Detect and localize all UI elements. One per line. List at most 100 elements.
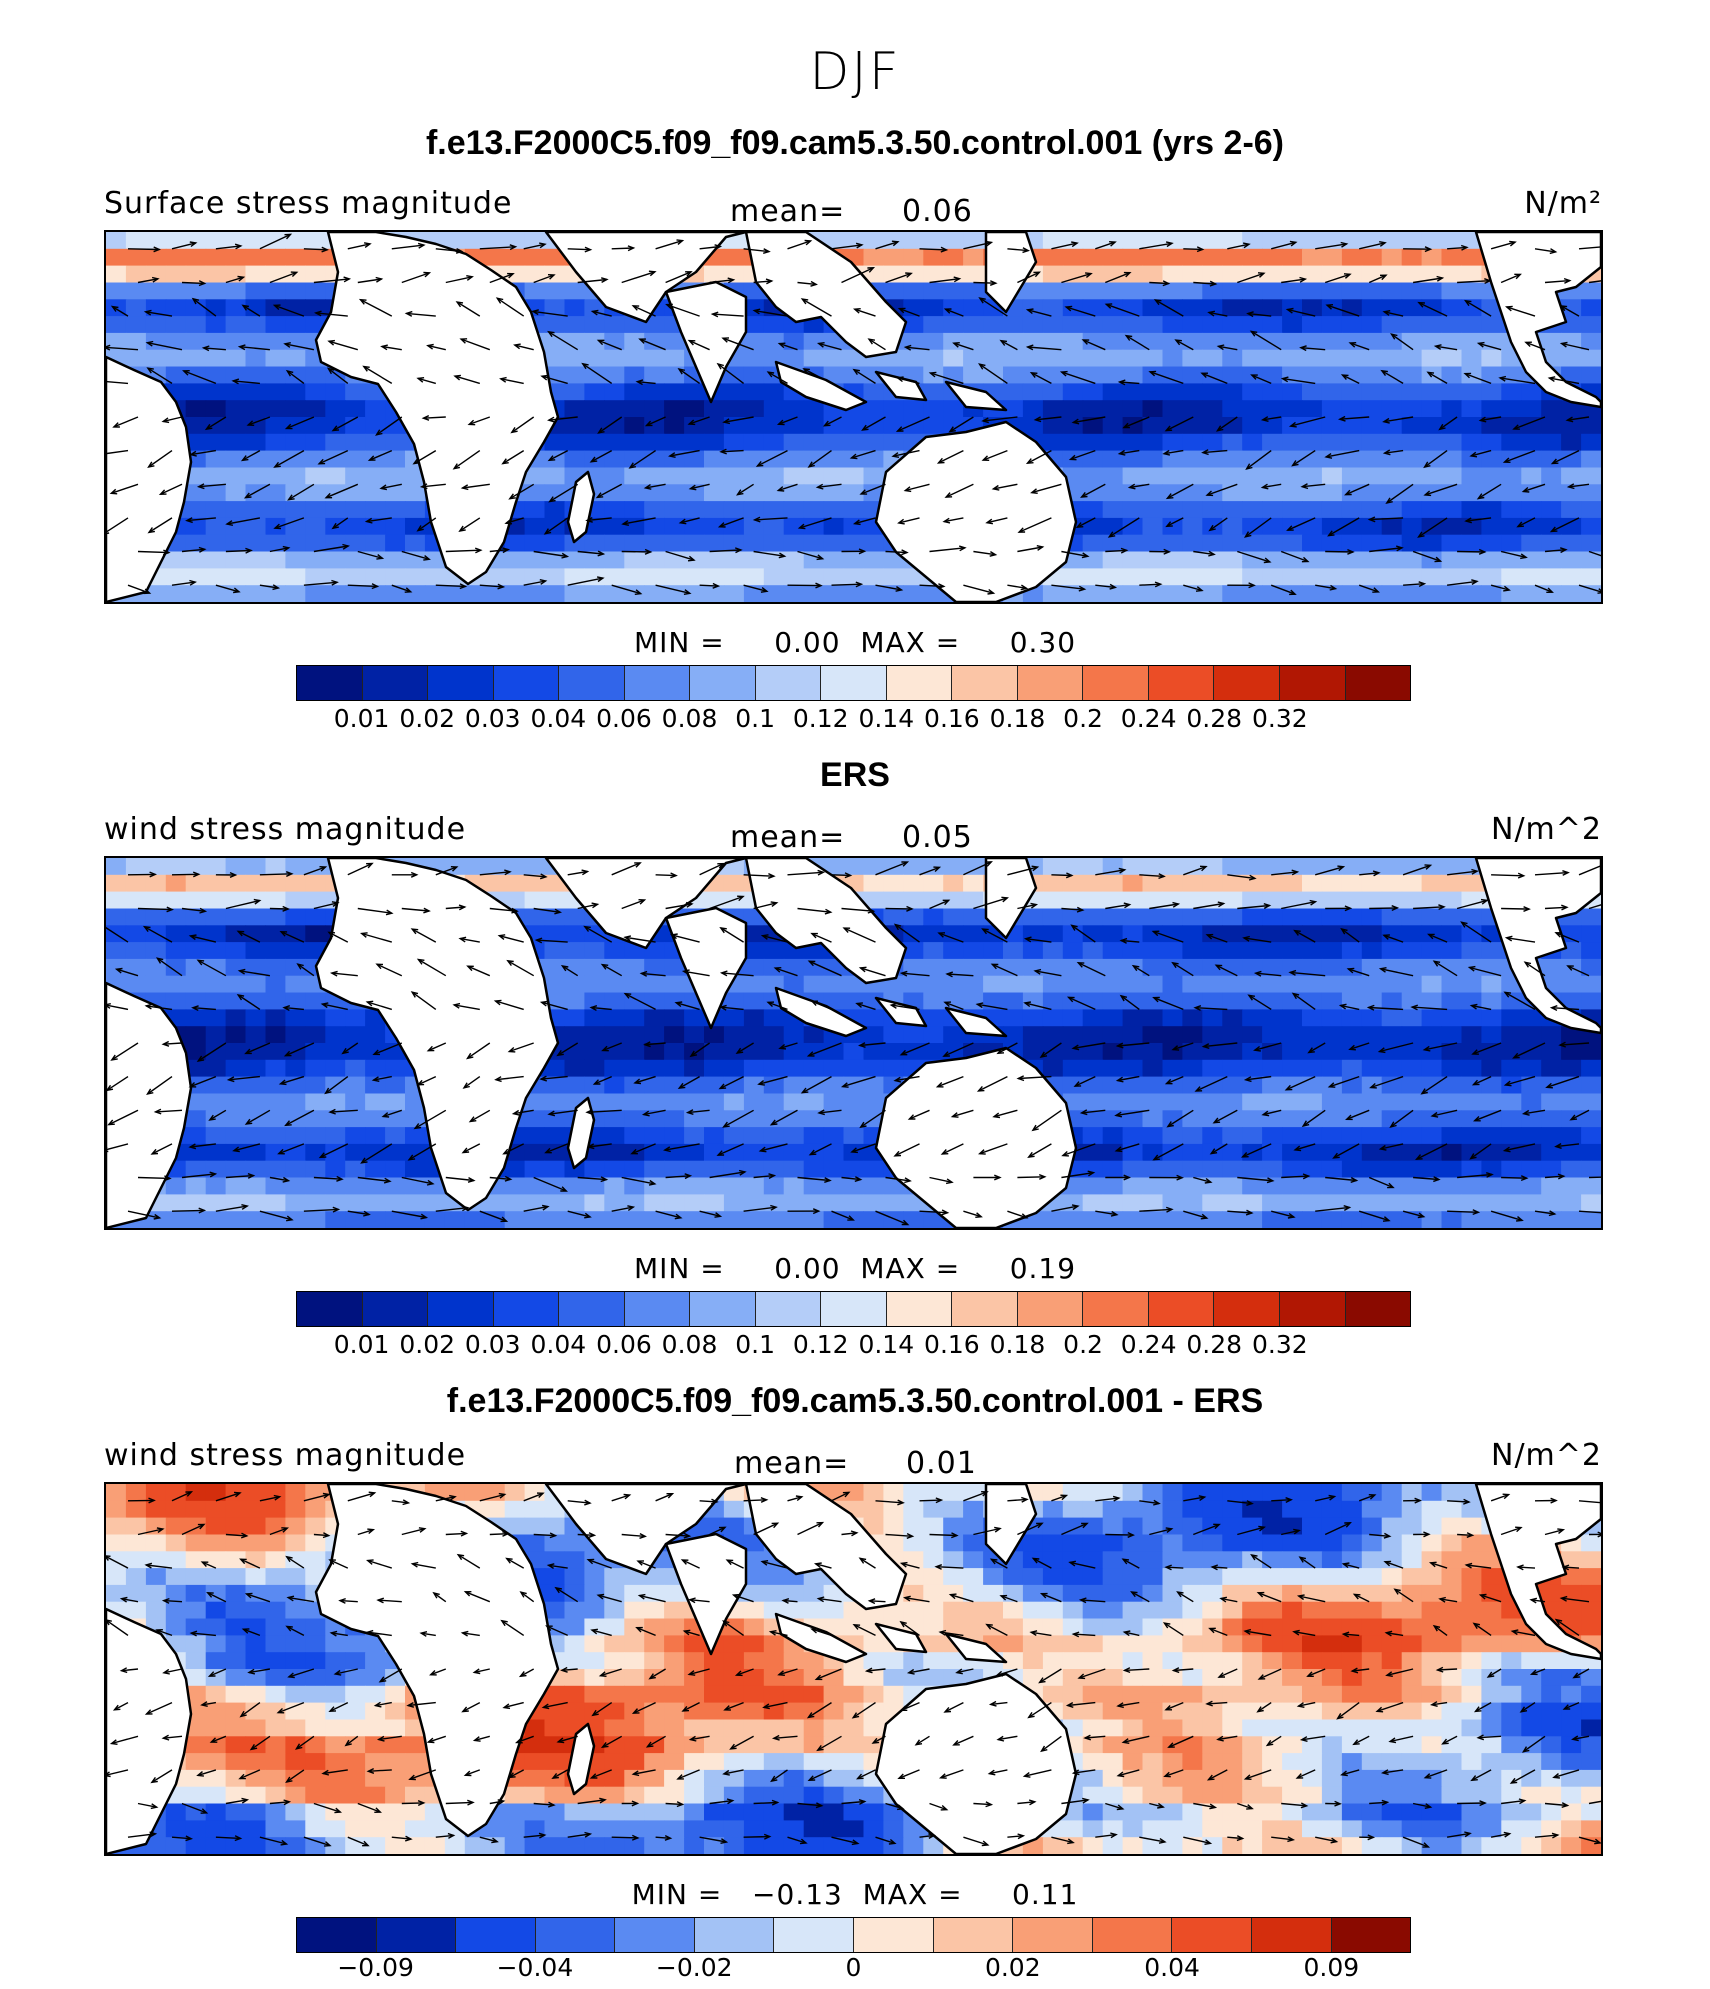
- field-cell: [1102, 1635, 1124, 1653]
- field-cell: [1022, 1009, 1044, 1027]
- field-cell: [1122, 232, 1144, 250]
- field-cell: [1222, 417, 1243, 435]
- wind-vector: [937, 932, 964, 943]
- field-cell: [1022, 282, 1044, 300]
- field-cell: [1461, 891, 1482, 909]
- wind-vector: [272, 304, 305, 317]
- field-cell: [1302, 1026, 1323, 1044]
- wind-vector: [891, 449, 920, 458]
- field-cell: [1302, 349, 1323, 368]
- wind-vector: [367, 449, 393, 461]
- wind-vector: [687, 339, 710, 351]
- field-cell: [1242, 551, 1263, 569]
- field-cell: [1162, 1160, 1183, 1179]
- field-cell: [524, 282, 546, 300]
- field-cell: [863, 568, 884, 586]
- field-cell: [205, 467, 227, 485]
- field-cell: [1541, 568, 1562, 586]
- field-cell: [345, 450, 366, 468]
- field-cell: [664, 568, 685, 586]
- field-cell: [1361, 417, 1383, 435]
- field-cell: [1242, 484, 1263, 502]
- field-cell: [624, 1160, 645, 1179]
- field-cell: [1022, 1043, 1044, 1061]
- field-cell: [1461, 400, 1482, 418]
- wind-vector: [459, 338, 491, 351]
- field-cell: [1421, 1568, 1443, 1586]
- field-cell: [1461, 316, 1482, 334]
- field-cell: [1242, 400, 1263, 418]
- field-cell: [1361, 467, 1383, 485]
- field-cell: [1222, 534, 1243, 553]
- field-cell: [245, 1500, 266, 1519]
- field-cell: [1321, 1009, 1343, 1027]
- field-cell: [1302, 874, 1323, 893]
- field-cell: [1102, 1127, 1124, 1145]
- wind-vector: [137, 549, 171, 556]
- field-cell: [1341, 925, 1363, 943]
- field-cell: [1222, 232, 1243, 250]
- wind-vector: [225, 275, 246, 284]
- field-cell: [305, 484, 326, 502]
- field-cell: [863, 484, 884, 502]
- wind-vector: [1578, 1210, 1601, 1214]
- wind-vector: [1237, 272, 1266, 284]
- field-cell: [1042, 1484, 1064, 1502]
- field-cell: [285, 858, 306, 876]
- field-cell: [723, 1127, 745, 1145]
- wind-vector: [668, 449, 700, 458]
- wind-vector: [1457, 278, 1492, 285]
- wind-vector: [885, 905, 914, 912]
- field-cell: [743, 517, 765, 536]
- field-cell: [1441, 232, 1462, 250]
- field-cell: [1082, 585, 1104, 602]
- field-cell: [1561, 1059, 1582, 1078]
- season-title: DJF: [809, 42, 901, 102]
- field-cell: [923, 1500, 944, 1519]
- wind-vector: [466, 965, 491, 977]
- field-cell: [1481, 1652, 1502, 1670]
- field-cell: [1262, 1618, 1283, 1636]
- wind-vector: [859, 483, 886, 495]
- field-cell: [165, 891, 187, 909]
- wind-vector: [161, 416, 183, 424]
- field-cell: [1461, 1194, 1482, 1212]
- field-cell: [1122, 1211, 1144, 1228]
- wind-vector: [426, 343, 446, 351]
- field-cell: [1541, 450, 1562, 468]
- wind-vector: [1207, 310, 1228, 317]
- field-cell: [1242, 975, 1263, 994]
- field-cell: [1481, 1601, 1502, 1620]
- field-cell: [624, 1211, 645, 1228]
- field-cell: [245, 450, 266, 468]
- field-cell: [1561, 349, 1582, 368]
- wind-vector: [1413, 1176, 1441, 1183]
- field-cell: [1202, 433, 1223, 452]
- field-cell: [1182, 1635, 1203, 1653]
- wind-vector: [1095, 241, 1117, 250]
- wind-vector: [1149, 280, 1171, 287]
- wind-vector: [1193, 901, 1226, 910]
- wind-vector: [279, 930, 305, 943]
- field-cell: [1381, 1194, 1403, 1212]
- field-cell: [245, 1177, 266, 1195]
- wind-vector: [489, 272, 515, 284]
- wind-vector: [665, 901, 694, 910]
- field-cell: [1481, 1551, 1502, 1569]
- wind-vector: [1293, 929, 1316, 943]
- field-cell: [1042, 1652, 1064, 1670]
- field-cell: [504, 1177, 526, 1195]
- field-cell: [106, 942, 127, 960]
- field-cell: [1561, 400, 1582, 418]
- field-cell: [624, 551, 645, 569]
- field-cell: [145, 1500, 167, 1519]
- field-cell: [803, 1127, 825, 1145]
- field-cell: [1082, 1568, 1104, 1586]
- field-cell: [1182, 248, 1203, 267]
- wind-vector: [544, 1143, 568, 1154]
- field-cell: [106, 232, 127, 250]
- field-cell: [1282, 874, 1303, 893]
- field-cell: [1242, 332, 1263, 351]
- field-cell: [843, 1043, 864, 1061]
- field-cell: [305, 1127, 326, 1145]
